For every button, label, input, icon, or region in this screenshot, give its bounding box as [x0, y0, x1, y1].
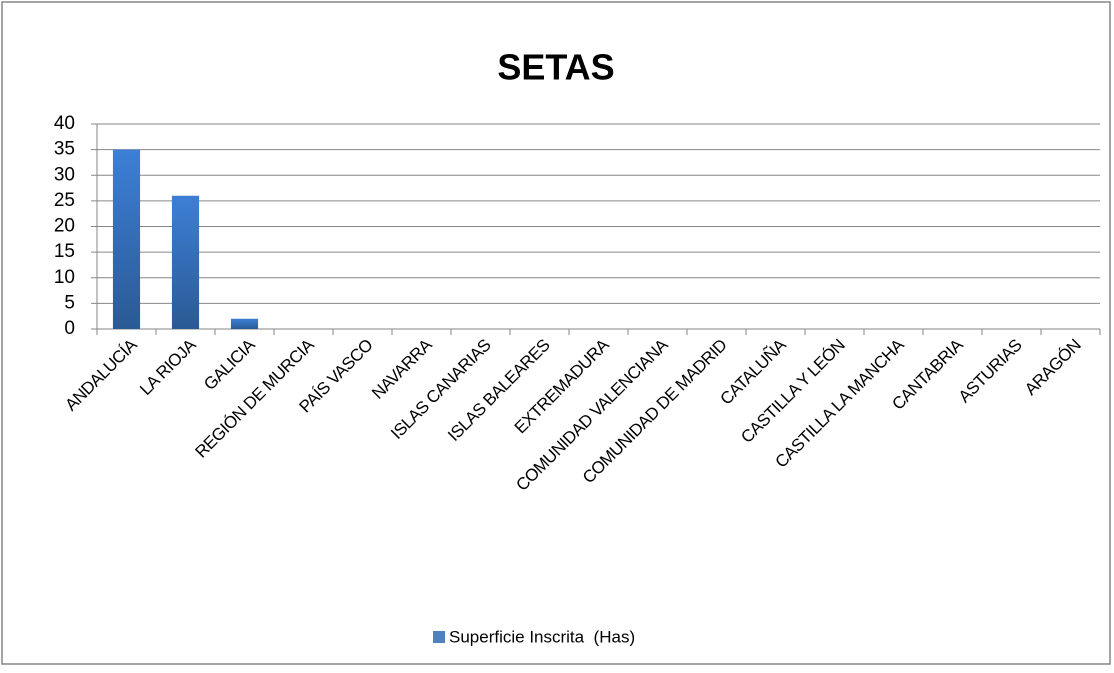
y-tick-label: 0	[64, 318, 75, 339]
y-tick-label: 25	[54, 190, 75, 211]
y-tick-label: 40	[54, 113, 75, 134]
bar	[230, 318, 259, 329]
y-tick-label: 20	[54, 216, 75, 237]
y-tick-label: 10	[54, 267, 75, 288]
y-tick-label: 30	[54, 164, 75, 185]
chart-title: SETAS	[497, 47, 614, 88]
bar	[171, 195, 200, 329]
y-tick-label: 35	[54, 139, 75, 160]
legend-swatch	[433, 631, 445, 643]
y-tick-label: 5	[64, 292, 75, 313]
bar	[112, 149, 141, 329]
y-tick-label: 15	[54, 241, 75, 262]
legend-label: Superficie Inscrita (Has)	[449, 627, 635, 646]
